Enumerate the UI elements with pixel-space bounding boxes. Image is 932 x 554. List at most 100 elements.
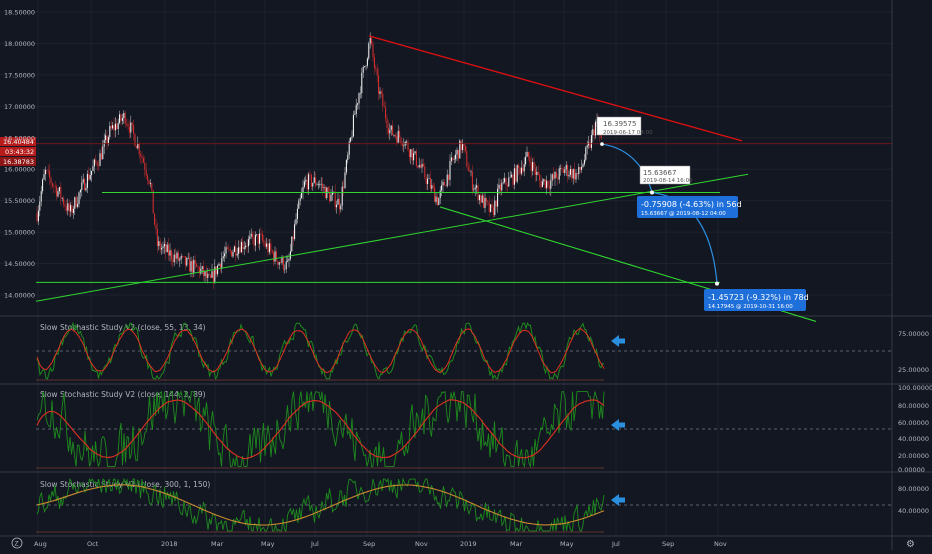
candle-body [284,269,286,270]
candle-body [317,184,319,185]
candle-body [589,142,591,148]
candle-body [217,265,219,275]
time-tick: Jul [611,540,620,548]
candle-body [460,140,462,151]
candle-body [271,250,273,253]
candle-body [177,252,179,261]
candle-body [249,236,251,240]
left-arrow-icon [611,335,625,347]
settings-gear-icon[interactable]: ⚙ [906,539,915,550]
candle-body [362,67,364,73]
annotation-2[interactable]: 15.63667 2019-08-14 16:00 [639,165,693,185]
candle-body [411,149,413,161]
projection-label-2-box [704,289,806,311]
candle-body [497,188,499,207]
candle-body [102,146,104,160]
candle-body [414,151,416,154]
candle-body [39,201,41,211]
candle-body [592,129,594,136]
candle-body [95,159,97,163]
time-axis[interactable]: Aug Oct 2018 Mar May Jul Sep Nov 2019 Ma… [34,540,727,548]
candle-body [226,247,228,249]
stochastic-2-title: Slow Stochastic Study V2 (close, 144, 2,… [40,390,206,399]
candle-body [151,183,153,191]
candle-body [198,267,200,274]
candle-body [373,57,375,68]
candle-body [173,254,175,263]
stoch2-tick: 40.00000 [898,435,929,443]
candle-body [128,126,130,133]
candle-body [110,125,112,129]
candle-body [243,247,245,249]
projection-label-1[interactable]: -0.75908 (-4.63%) in 56d 15.63667 @ 2019… [637,196,742,218]
candle-body [347,154,349,160]
candle-body [413,153,415,161]
grid-lines [0,0,892,536]
candle-body [222,256,224,259]
candle-body [168,244,170,256]
candle-body [520,167,522,174]
candle-body [543,179,545,182]
candle-body [133,125,135,135]
candle-body [294,224,296,240]
candle-body [442,181,444,186]
candle-body [351,136,353,138]
candle-body [86,173,88,188]
candle-body [278,262,280,265]
candle-body [152,190,154,214]
candle-body [392,125,394,136]
candle-body [165,244,167,253]
candle-body [134,134,136,147]
candle-body [557,177,559,180]
candle-body [410,149,412,158]
candle-body [501,183,503,191]
pointer-arrows [611,335,625,506]
resistance-trendline [368,35,743,142]
candle-body [576,173,578,175]
candle-body [257,234,259,244]
candle-body [201,266,203,269]
candle-body [334,191,336,208]
annotation-2-date: 2019-08-14 16:00 [643,178,693,184]
candle-body [253,237,255,246]
prev-price-label-bg [0,157,36,166]
candle-body [494,200,496,215]
stochastic-pane-1[interactable]: Slow Stochastic Study V2 (close, 55, 13,… [40,323,929,374]
stochastic-pane-2[interactable]: Slow Stochastic Study V2 (close, 144, 2,… [40,384,932,474]
candle-body [515,168,517,182]
candle-body [337,198,339,205]
candle-body [82,179,84,183]
candle-body [105,135,107,141]
candle-body [378,75,380,94]
candle-body [319,184,321,185]
tradingview-logo-icon[interactable] [11,537,23,549]
candle-body [229,248,231,251]
candle-body [394,134,396,137]
candle-body [508,177,510,187]
left-arrow-icon [611,419,625,431]
projection-arrow-1 [601,143,653,193]
candle-body [467,166,469,171]
annotation-1[interactable]: 16.39575 2019-06-17 04:00 [596,116,653,136]
price-pane[interactable]: 16.39575 2019-06-17 04:00 15.63667 2019-… [0,32,892,322]
candle-body [366,58,368,66]
candle-body [291,236,293,252]
stoch2-tick: 100.00000 [898,384,932,392]
candle-body [42,179,44,192]
price-axis[interactable]: 18.50000 18.00000 17.50000 17.00000 16.5… [4,9,35,300]
prev-price-label: 16.38783 [3,158,34,166]
candle-body [586,145,588,148]
candle-body [123,112,125,119]
candle-body [232,251,234,257]
projection-label-2[interactable]: -1.45723 (-9.32%) in 78d 14.17945 @ 2019… [704,289,809,311]
stochastic-2-k-line [36,389,605,469]
candle-body [578,166,580,175]
candle-body [46,170,48,171]
left-arrow-icon [611,494,625,506]
candle-body [58,187,60,192]
stoch2-tick: 80.00000 [898,402,929,410]
candle-body [590,135,592,148]
countdown-label: 03:43:32 [5,148,34,156]
candle-body [595,121,597,136]
